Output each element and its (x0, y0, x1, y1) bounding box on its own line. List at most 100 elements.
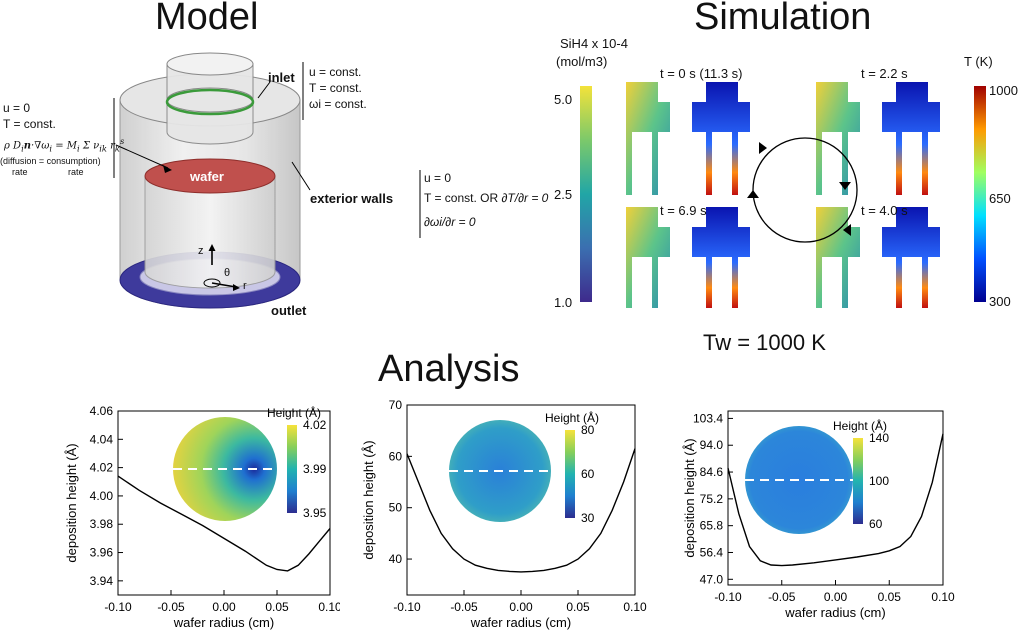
wafer-condition-1: u = 0 (3, 101, 31, 115)
wafer-flux-note-3: rate (68, 167, 84, 177)
y-tick-label: 75.2 (700, 492, 724, 506)
wafer-disk (144, 158, 276, 194)
y-tick-label: 60 (389, 449, 403, 463)
height-colorbar (853, 438, 863, 524)
cycle-arrow-top (759, 142, 767, 154)
x-tick-label: 0.10 (931, 590, 955, 604)
height-colorbar-tick: 3.99 (303, 462, 327, 476)
sih4-tick-high: 5.0 (554, 92, 573, 107)
wafer-flux-note-1: (diffusion = consumption) (0, 156, 101, 166)
x-axis-label: wafer radius (cm) (470, 615, 571, 630)
x-tick-label: -0.05 (768, 590, 796, 604)
height-colorbar (565, 430, 575, 518)
sih4-colorbar (580, 86, 592, 302)
frame-label-2: t = 2.2 s (861, 66, 908, 81)
y-tick-label: 3.98 (90, 517, 114, 531)
y-axis-label: deposition height (Å) (361, 440, 376, 559)
cycle-arrow-bottom (843, 224, 851, 236)
model-title: Model (155, 0, 259, 38)
x-tick-label: -0.05 (450, 600, 478, 614)
sih4-tick-mid: 2.5 (554, 187, 573, 202)
y-tick-label: 4.00 (90, 489, 114, 503)
exterior-walls-label: exterior walls (310, 191, 394, 206)
axis-theta-label: θ (224, 267, 231, 279)
inlet-pointer (257, 81, 271, 99)
exterior-walls-pointer (291, 161, 311, 191)
wall-condition-4: ∂ωi/∂r = 0 (424, 215, 476, 229)
y-tick-label: 4.06 (90, 404, 114, 418)
simulation-title: Simulation (694, 0, 872, 38)
wafer-conditions: u = 0 T = const. (3, 100, 56, 132)
x-tick-label: 0.05 (265, 600, 289, 614)
outlet-label: outlet (271, 303, 307, 318)
wall-condition-2: T = const. OR (424, 191, 499, 205)
frame-1-fields (626, 82, 750, 195)
height-colorbar-label: Height (Å) (833, 418, 887, 433)
height-colorbar-tick: 3.95 (303, 506, 327, 520)
frame-label-1: t = 0 s (11.3 s) (660, 66, 743, 81)
inlet-top (166, 52, 254, 76)
wall-condition-1: u = 0 (424, 171, 452, 185)
y-tick-label: 4.04 (90, 432, 114, 446)
y-tick-label: 4.02 (90, 461, 114, 475)
wafer-flux-equation: ρ Din·∇ωi = Mi Σ νik rks (4, 136, 125, 154)
wafer-condition-2: T = const. (3, 117, 56, 131)
height-colorbar-tick: 80 (581, 423, 595, 437)
inlet-tube (166, 63, 254, 145)
y-tick-label: 65.8 (700, 519, 724, 533)
y-tick-label: 103.4 (693, 411, 723, 425)
height-colorbar-tick: 4.02 (303, 418, 327, 432)
inlet-condition-2: T = const. (309, 81, 362, 95)
height-colorbar (287, 425, 297, 513)
deposition-profile-line (406, 448, 636, 573)
cycle-arrow-right (839, 182, 851, 190)
inlet-green-ring (165, 88, 255, 116)
axis-z-label: z (198, 245, 204, 257)
sih4-label: SiH4 x 10-4 (560, 36, 628, 51)
analysis-title: Analysis (378, 348, 520, 390)
inner-cylinder (144, 175, 276, 289)
x-tick-label: -0.10 (104, 600, 132, 614)
inlet-condition-1: u = const. (309, 65, 362, 79)
inlet-label: inlet (268, 70, 295, 85)
height-colorbar-label: Height (Å) (545, 410, 599, 425)
wafer-pointer (115, 144, 169, 169)
x-axis-label: wafer radius (cm) (173, 615, 274, 630)
y-axis-label: deposition height (Å) (64, 443, 79, 562)
deposition-chart-3: 103.4 94.0 84.6 75.2 65.8 56.4 47.0 -0.10 -0.05 0… (682, 410, 955, 620)
frame-3-fields (626, 207, 750, 308)
y-tick-label: 3.96 (90, 546, 114, 560)
temperature-tick-low: 300 (989, 294, 1011, 309)
x-tick-label: -0.10 (393, 600, 421, 614)
x-tick-label: 0.10 (318, 600, 340, 614)
x-tick-label: -0.05 (157, 600, 185, 614)
cycle-circle (752, 137, 858, 243)
cycle-arrow-left (747, 190, 759, 198)
frame-label-3: t = 6.9 s (660, 203, 707, 218)
wafer-flux-note-2: rate (12, 167, 28, 177)
y-axis-label: deposition height (Å) (682, 438, 697, 557)
reactor-model-diagram (113, 52, 421, 309)
deposition-profile-line (117, 475, 331, 572)
y-tick-label: 50 (389, 501, 403, 515)
frame-4-fields (816, 207, 940, 308)
deposition-chart-2: 70 60 50 40 -0.10 -0.05 0.00 0.05 0.10 wafer radi… (361, 398, 647, 630)
y-tick-label: 84.6 (700, 465, 724, 479)
deposition-chart-1: 4.06 4.04 4.02 4.00 3.98 3.96 3.94 -0.10 -0.05 0.… (64, 404, 340, 630)
height-colorbar-tick: 60 (869, 517, 883, 531)
simulation-panel (580, 82, 986, 308)
y-tick-label: 70 (389, 398, 403, 412)
x-axis-label: wafer radius (cm) (784, 605, 885, 620)
height-colorbar-tick: 30 (581, 511, 595, 525)
y-tick-label: 40 (389, 552, 403, 566)
y-tick-label: 3.94 (90, 574, 114, 588)
sih4-tick-low: 1.0 (554, 295, 573, 310)
height-colorbar-tick: 60 (581, 467, 595, 481)
deposition-profile-line (727, 433, 944, 567)
sih4-units: (mol/m3) (556, 54, 608, 69)
x-tick-label: 0.00 (824, 590, 848, 604)
axis-r-label: r (243, 280, 247, 292)
wall-condition-3: ∂T/∂r = 0 (501, 191, 549, 205)
x-tick-label: 0.05 (878, 590, 902, 604)
height-colorbar-tick: 100 (869, 474, 889, 488)
